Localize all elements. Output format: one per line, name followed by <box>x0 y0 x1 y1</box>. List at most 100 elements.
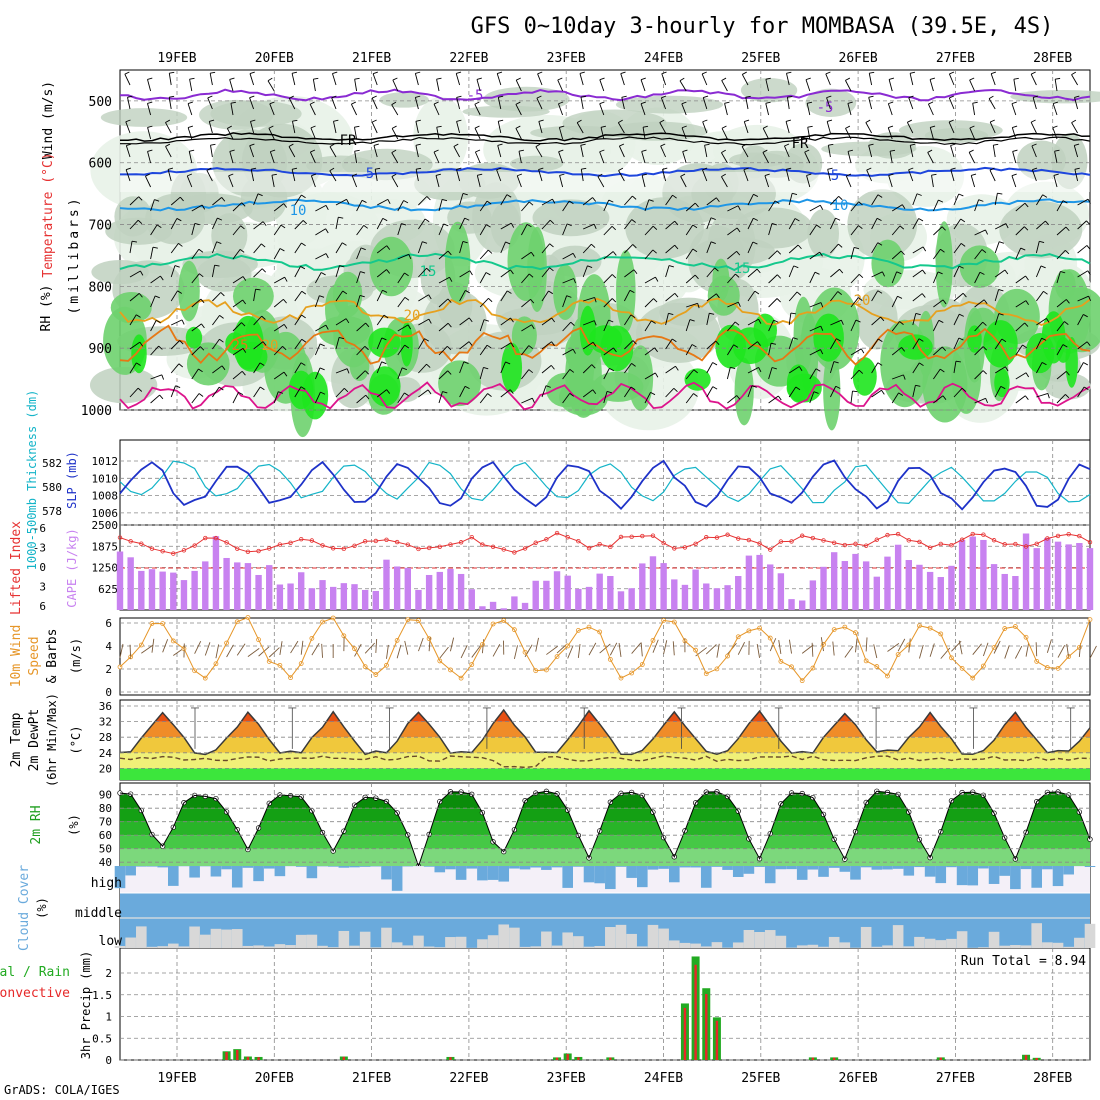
wind-barb-flag <box>261 268 267 273</box>
wind-barb-flag <box>528 273 534 278</box>
wind-barb <box>685 319 691 332</box>
wind-barb <box>335 265 340 278</box>
wind-barb <box>253 243 262 254</box>
wind-barb-flag <box>888 125 894 129</box>
cloud-high-bar <box>146 866 158 867</box>
wind-barb-flag <box>1065 226 1070 232</box>
cloud-high-bar <box>743 866 755 874</box>
wind-barb-flag <box>515 101 521 105</box>
wind-barb <box>765 103 770 116</box>
wind-barb-flag <box>721 77 727 81</box>
wind-barb <box>474 104 481 116</box>
wind-barb <box>829 386 837 398</box>
cape-bar <box>575 588 582 610</box>
wind-barb-flag <box>453 143 459 147</box>
wind-barb-flag <box>819 251 823 257</box>
wind-barb <box>253 362 261 374</box>
wind-barb-flag <box>1064 321 1069 325</box>
wind-barb-flag <box>424 338 429 342</box>
wind-barb-10m <box>311 642 320 656</box>
cloud-low-bar <box>445 937 456 948</box>
cape-bar <box>671 579 678 610</box>
wind-barb-flag <box>559 125 565 128</box>
cloud-high-bar <box>988 866 1000 884</box>
wind-barb <box>868 73 873 86</box>
wind-barb-flag <box>941 226 946 231</box>
cape-bar <box>745 555 753 610</box>
wind-barb <box>315 324 327 332</box>
cloud-low-bar <box>498 924 510 948</box>
wind-barb-flag <box>1065 250 1070 255</box>
wind-barb <box>1074 97 1079 110</box>
wind-barb-flag <box>938 199 944 203</box>
wind-barb <box>891 250 902 260</box>
wind-barb <box>189 79 193 92</box>
wind-barb <box>438 250 449 260</box>
cape-bar <box>958 539 966 610</box>
wind-barb <box>948 73 955 86</box>
wind-barb-flag <box>579 71 585 74</box>
wind-barb <box>500 269 511 278</box>
wind-barb-flag <box>391 149 397 154</box>
wind-barb <box>953 361 957 374</box>
wind-barb <box>685 369 695 380</box>
cape-bar <box>1012 576 1019 610</box>
wind-barb-flag <box>730 366 736 369</box>
wind-barb-flag <box>200 298 205 304</box>
wind-barb <box>1077 362 1084 374</box>
contour-label: FR <box>340 133 357 149</box>
wind-barb-flag <box>736 227 741 233</box>
wind-barb-flag <box>339 265 345 268</box>
wind-barb <box>685 224 694 236</box>
wind-barb <box>871 218 878 230</box>
wind-barb-flag <box>847 101 853 104</box>
wind-barb <box>806 175 811 188</box>
wind-barb <box>679 80 687 92</box>
wind-barb-flag <box>283 298 287 304</box>
wind-barb-flag <box>360 271 366 274</box>
cloud-low-bar <box>668 940 680 948</box>
wind-barb <box>871 362 879 374</box>
wind-barb <box>829 217 836 230</box>
wind-barb <box>1036 194 1044 206</box>
wind-barb-flag <box>447 322 452 328</box>
wind-barb <box>391 176 399 188</box>
wind-barb <box>989 169 996 182</box>
wind-barb-flag <box>1025 300 1029 306</box>
wind-barb <box>397 367 403 380</box>
wind-barb-flag <box>154 295 160 299</box>
wind-barb <box>335 318 347 326</box>
wind-barb-10m <box>1035 642 1038 657</box>
wind-barb-flag <box>630 386 636 391</box>
wind-barb-flag <box>1074 95 1080 98</box>
date-label-bottom: 22FEB <box>449 1071 488 1086</box>
wind-barb-flag <box>557 77 563 81</box>
wind-barb <box>397 223 402 236</box>
wind-barb-flag <box>372 95 377 99</box>
cape-bar <box>703 583 710 610</box>
rh-area-green <box>734 357 754 426</box>
wind-barb <box>418 389 429 398</box>
wind-tick-label: 0 <box>105 686 112 699</box>
frame-wind <box>119 617 1091 696</box>
wind-barb <box>417 241 423 254</box>
wind-barb-flag <box>320 391 326 395</box>
cape-axis-label: CAPE (J/kg) <box>65 528 79 607</box>
wind-barb-flag <box>826 95 832 99</box>
cloud-high-bar <box>594 866 605 884</box>
wind-barb-flag <box>950 143 956 146</box>
wind-barb-flag <box>160 275 164 281</box>
li-point <box>768 547 773 552</box>
wind-barb <box>538 169 543 182</box>
wind-barb-flag <box>659 119 665 123</box>
cloud-high-bar <box>690 866 701 868</box>
thickness-tick-label: 582 <box>42 457 62 470</box>
precip-axis-label: 3hr Precip (mm) <box>79 951 93 1059</box>
wind-barb <box>850 201 860 212</box>
cape-bar <box>1054 541 1062 610</box>
wind-barb <box>747 241 754 254</box>
wind-barb <box>415 145 419 158</box>
cloud-low-bar <box>167 943 179 948</box>
cape-bar <box>617 591 625 610</box>
wind-barb <box>908 97 914 110</box>
